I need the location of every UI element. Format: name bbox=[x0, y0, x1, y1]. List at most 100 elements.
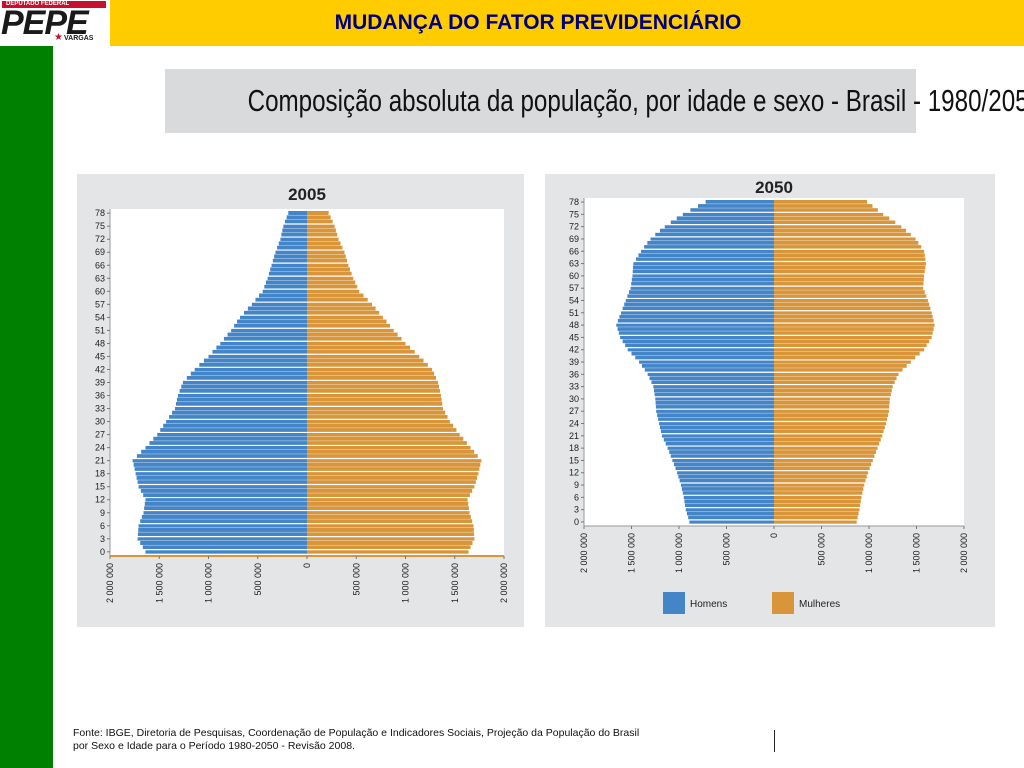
bar-mulheres-age-57 bbox=[774, 286, 924, 290]
age-tick-label: 30 bbox=[569, 394, 579, 404]
bar-mulheres-age-58 bbox=[774, 282, 924, 286]
bar-homens-age-56 bbox=[628, 290, 774, 294]
age-tick-label: 78 bbox=[569, 197, 579, 207]
bar-homens-age-3 bbox=[137, 536, 307, 541]
bar-homens-age-40 bbox=[635, 355, 774, 360]
bar-mulheres-age-49 bbox=[774, 318, 934, 323]
bar-homens-age-76 bbox=[690, 208, 774, 212]
bar-mulheres-age-75 bbox=[774, 212, 884, 217]
bar-mulheres-age-54 bbox=[307, 315, 383, 320]
bar-homens-age-35 bbox=[649, 376, 774, 381]
bar-homens-age-22 bbox=[660, 429, 774, 434]
bar-mulheres-age-6 bbox=[774, 495, 862, 500]
legend-label-homens: Homens bbox=[690, 599, 727, 610]
bar-mulheres-age-30 bbox=[774, 396, 890, 401]
bar-homens-age-38 bbox=[641, 364, 774, 368]
bar-homens-age-17 bbox=[136, 475, 307, 480]
bar-homens-age-19 bbox=[665, 441, 774, 446]
bar-mulheres-age-11 bbox=[774, 474, 867, 479]
x-tick-label: 500 000 bbox=[817, 533, 827, 566]
x-tick-label: 500 000 bbox=[253, 563, 263, 596]
banner-title: Composição absoluta da população, por id… bbox=[247, 83, 1024, 118]
age-tick-label: 69 bbox=[95, 247, 105, 257]
bar-homens-age-75 bbox=[283, 224, 307, 229]
age-tick-label: 57 bbox=[95, 299, 105, 309]
chart-title: 2005 bbox=[288, 185, 326, 204]
bar-mulheres-age-46 bbox=[307, 349, 415, 354]
bar-mulheres-age-61 bbox=[307, 284, 358, 289]
bar-homens-age-10 bbox=[679, 478, 774, 483]
age-tick-label: 60 bbox=[569, 271, 579, 281]
bar-mulheres-age-60 bbox=[307, 289, 360, 294]
logo-sub-text: VARGAS bbox=[64, 35, 94, 42]
bar-mulheres-age-16 bbox=[774, 454, 875, 459]
bar-mulheres-age-17 bbox=[774, 450, 876, 454]
bar-homens-age-48 bbox=[616, 323, 774, 327]
bar-homens-age-25 bbox=[149, 441, 307, 446]
bar-homens-age-28 bbox=[655, 405, 774, 409]
bar-mulheres-age-39 bbox=[774, 359, 911, 364]
x-tick-label: 1 500 000 bbox=[154, 563, 164, 603]
bar-homens-age-63 bbox=[267, 276, 307, 281]
bar-homens-age-21 bbox=[661, 433, 774, 438]
bar-mulheres-age-48 bbox=[307, 341, 406, 346]
bar-homens-age-27 bbox=[656, 409, 774, 413]
bar-mulheres-age-53 bbox=[774, 302, 930, 307]
bar-mulheres-age-34 bbox=[307, 402, 443, 407]
bar-mulheres-age-45 bbox=[774, 335, 932, 340]
bar-homens-age-24 bbox=[145, 445, 307, 450]
bar-mulheres-age-2 bbox=[307, 540, 473, 545]
bar-homens-age-78 bbox=[705, 200, 774, 204]
bar-homens-age-10 bbox=[144, 506, 307, 511]
age-tick-label: 18 bbox=[569, 443, 579, 453]
age-tick-label: 27 bbox=[95, 430, 105, 440]
bar-mulheres-age-12 bbox=[774, 470, 869, 475]
bar-homens-age-27 bbox=[157, 432, 307, 437]
bar-mulheres-age-15 bbox=[774, 458, 873, 463]
bar-homens-age-54 bbox=[240, 315, 307, 320]
bar-homens-age-65 bbox=[270, 267, 307, 272]
bar-homens-age-31 bbox=[169, 415, 307, 420]
bar-homens-age-73 bbox=[281, 232, 307, 237]
age-tick-label: 3 bbox=[100, 534, 105, 544]
bar-mulheres-age-24 bbox=[307, 445, 471, 450]
bar-mulheres-age-19 bbox=[774, 441, 880, 446]
bar-mulheres-age-64 bbox=[774, 257, 926, 262]
pyramid-2050-panel: 2050 0 3 6 9 12 15 18 21 24 27 30 33 36 39 42 45 48 51 54 57… bbox=[545, 174, 995, 627]
bar-mulheres-age-14 bbox=[307, 488, 473, 493]
age-tick-label: 60 bbox=[95, 286, 105, 296]
age-tick-label: 15 bbox=[569, 455, 579, 465]
bar-mulheres-age-73 bbox=[774, 220, 896, 225]
slide-title: MUDANÇA DO FATOR PREVIDENCIÁRIO bbox=[334, 11, 742, 34]
bar-mulheres-age-69 bbox=[307, 250, 345, 255]
bar-homens-age-47 bbox=[216, 345, 307, 350]
bar-mulheres-age-63 bbox=[307, 276, 354, 281]
age-tick-label: 48 bbox=[95, 338, 105, 348]
bar-mulheres-age-28 bbox=[774, 405, 890, 409]
bar-mulheres-age-38 bbox=[774, 364, 907, 368]
pepe-vargas-logo: DEPUTADO FEDERAL PEPE ★ VARGAS bbox=[0, 0, 110, 46]
age-tick-label: 75 bbox=[569, 209, 579, 219]
age-tick-label: 66 bbox=[95, 260, 105, 270]
bar-mulheres-age-5 bbox=[774, 499, 861, 504]
age-tick-label: 45 bbox=[95, 351, 105, 361]
age-tick-label: 6 bbox=[574, 492, 579, 502]
bar-homens-age-76 bbox=[285, 219, 307, 224]
bar-homens-age-32 bbox=[172, 410, 307, 415]
bar-homens-age-59 bbox=[259, 293, 307, 298]
bar-homens-age-37 bbox=[644, 368, 774, 372]
x-tick-label: 500 000 bbox=[351, 563, 361, 596]
bar-homens-age-19 bbox=[134, 467, 307, 472]
bar-homens-age-7 bbox=[682, 491, 774, 495]
bar-mulheres-age-30 bbox=[307, 419, 450, 424]
bar-mulheres-age-5 bbox=[307, 527, 474, 532]
age-tick-label: 33 bbox=[95, 404, 105, 414]
age-tick-label: 21 bbox=[569, 431, 579, 441]
x-tick-label: 1 000 000 bbox=[401, 563, 411, 603]
bar-mulheres-age-61 bbox=[774, 269, 925, 274]
bar-mulheres-age-64 bbox=[307, 271, 352, 276]
bar-mulheres-age-76 bbox=[774, 208, 878, 212]
bar-homens-age-13 bbox=[143, 493, 307, 498]
bar-mulheres-age-31 bbox=[774, 392, 891, 397]
bar-homens-age-50 bbox=[619, 314, 774, 319]
